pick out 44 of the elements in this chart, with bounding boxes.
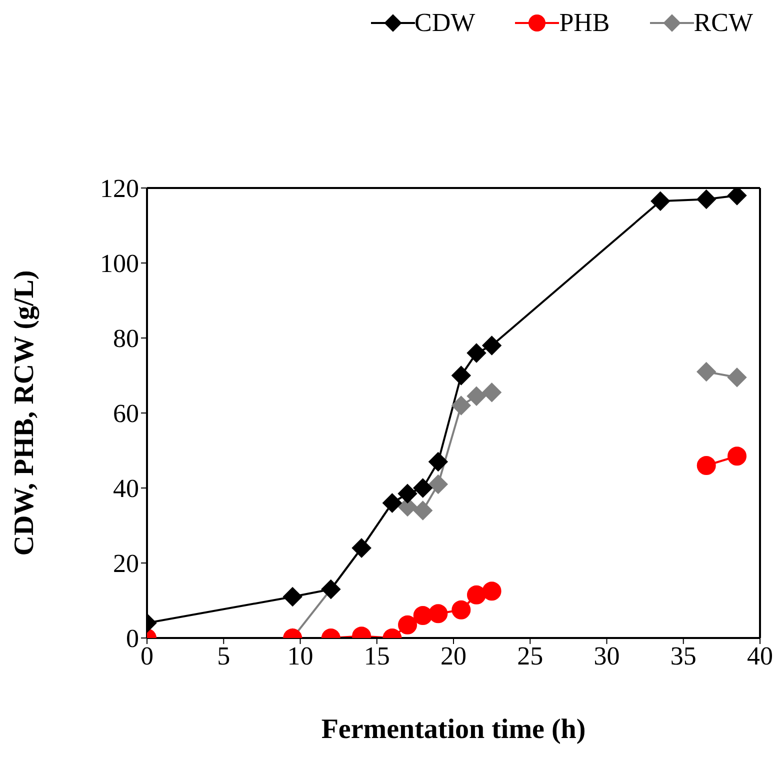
- x-tick-label: 30: [594, 641, 620, 670]
- point: [727, 368, 747, 387]
- point: [452, 600, 471, 620]
- x-tick-label: 40: [747, 641, 773, 670]
- point: [466, 343, 486, 363]
- y-tick-label: 60: [113, 399, 139, 428]
- point: [398, 615, 418, 634]
- point: [466, 386, 486, 406]
- point: [413, 500, 432, 520]
- point: [696, 456, 716, 475]
- point: [466, 585, 486, 604]
- point: [696, 190, 716, 209]
- point: [413, 478, 432, 498]
- point: [282, 587, 302, 606]
- point: [482, 582, 502, 601]
- legend-label: CDW: [414, 8, 476, 38]
- point: [728, 446, 747, 466]
- x-tick-label: 20: [440, 641, 466, 670]
- point: [482, 382, 502, 402]
- point: [428, 452, 448, 472]
- point: [452, 366, 471, 386]
- point: [482, 336, 502, 356]
- y-tick-label: 100: [100, 249, 139, 278]
- point: [398, 484, 418, 504]
- y-tick-label: 40: [113, 474, 139, 504]
- x-tick-label: 25: [517, 641, 544, 670]
- point: [650, 192, 670, 211]
- point: [428, 474, 448, 494]
- y-tick-label: 20: [113, 549, 139, 578]
- y-tick-label: 120: [100, 174, 139, 204]
- x-tick-label: 35: [670, 641, 696, 670]
- y-tick-label: 80: [113, 324, 139, 354]
- y-axis-title: CDW, PHB, RCW (g/L): [8, 270, 40, 556]
- legend-label: RCW: [694, 8, 753, 38]
- point: [696, 362, 716, 382]
- x-tick-label: 5: [217, 641, 230, 670]
- x-tick-label: 10: [287, 641, 314, 670]
- x-axis-title: Fermentation time (h): [321, 714, 586, 745]
- point: [428, 604, 448, 624]
- legend-label: PHB: [559, 8, 610, 38]
- point: [413, 606, 432, 625]
- point: [727, 188, 747, 206]
- point: [452, 396, 471, 416]
- x-tick-label: 15: [364, 641, 390, 670]
